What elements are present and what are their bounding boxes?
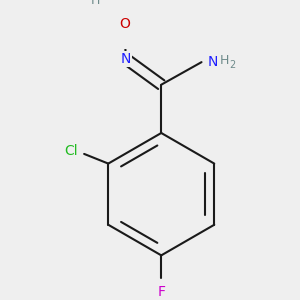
Text: N: N [121,52,131,66]
Text: F: F [157,285,165,299]
Text: H: H [91,0,100,8]
Text: H: H [220,54,230,67]
Text: Cl: Cl [64,144,78,158]
Text: 2: 2 [230,60,236,70]
Text: O: O [119,16,130,31]
Text: N: N [208,55,218,69]
